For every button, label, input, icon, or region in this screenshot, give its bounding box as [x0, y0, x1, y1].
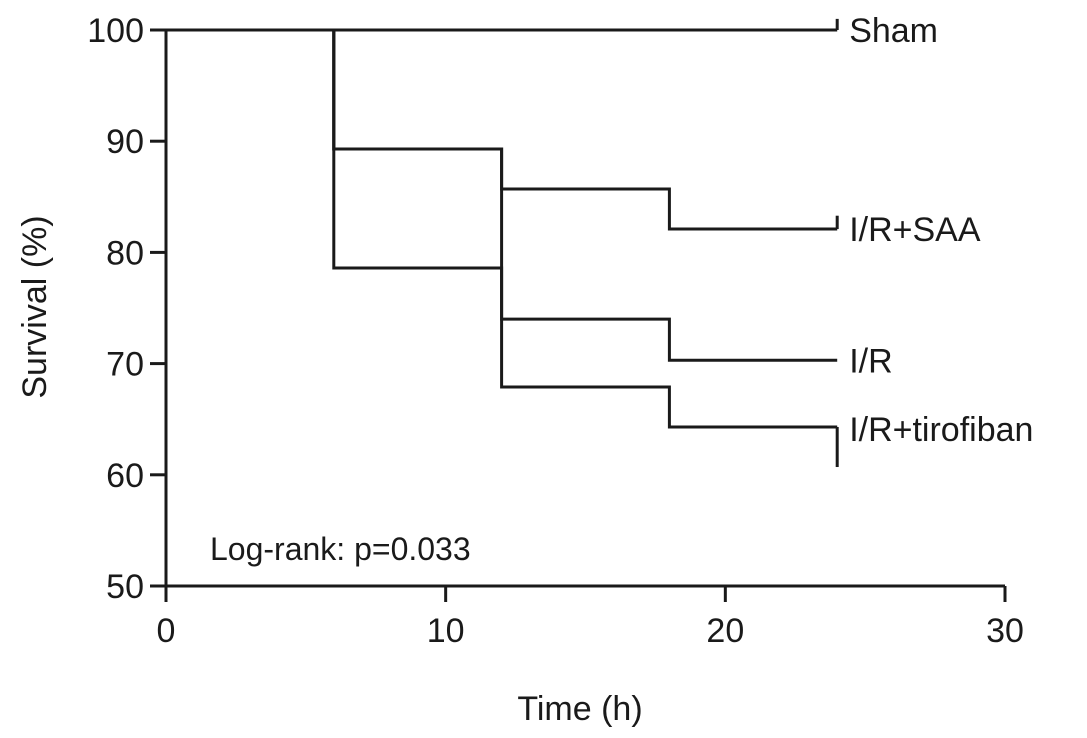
x-tick-label: 20 [706, 612, 744, 650]
axes [164, 30, 1005, 588]
x-tick-label: 0 [157, 612, 176, 650]
x-axis-title: Time (h) [517, 690, 642, 728]
survival-curves [166, 18, 839, 468]
curve-i-r [332, 30, 838, 362]
y-tick-label: 90 [106, 123, 144, 161]
x-tick-label: 10 [427, 612, 465, 650]
tick-group: 50 60 70 80 90 100 0 10 20 30 [87, 12, 1024, 650]
series-label-i-r-saa: I/R+SAA [849, 211, 981, 249]
curve-i-r-tirofiban [332, 30, 838, 429]
y-tick-label: 50 [106, 568, 144, 606]
log-rank-annotation: Log-rank: p=0.033 [210, 531, 471, 567]
y-axis-title: Survival (%) [16, 215, 54, 398]
series-labels: Sham I/R+SAA I/R I/R+tirofiban [849, 12, 1033, 449]
curve-i-r-saa [332, 30, 838, 231]
y-tick-label: 80 [106, 234, 144, 272]
series-label-i-r: I/R [849, 342, 892, 380]
y-tick-label: 60 [106, 457, 144, 495]
series-label-sham: Sham [849, 12, 938, 50]
y-tick-label: 70 [106, 346, 144, 384]
series-label-i-r-tirofiban: I/R+tirofiban [849, 411, 1033, 449]
x-tick-label: 30 [986, 612, 1024, 650]
y-tick-label: 100 [87, 12, 144, 50]
